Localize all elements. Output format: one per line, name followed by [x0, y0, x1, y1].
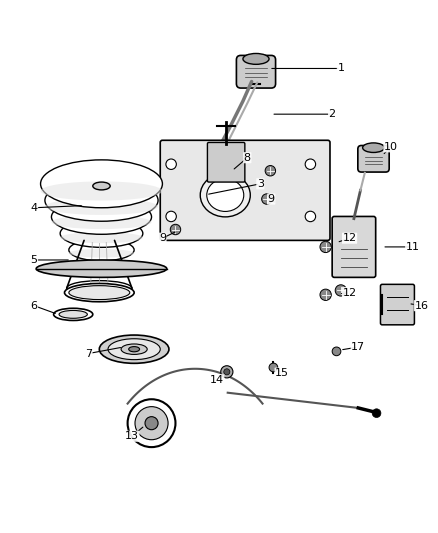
Ellipse shape: [129, 346, 140, 352]
Ellipse shape: [67, 281, 132, 296]
Circle shape: [170, 224, 181, 235]
Circle shape: [305, 159, 316, 169]
Circle shape: [320, 289, 331, 301]
Text: 7: 7: [85, 349, 92, 359]
Text: 13: 13: [125, 431, 139, 441]
Text: 12: 12: [343, 233, 357, 243]
Ellipse shape: [36, 260, 167, 277]
Ellipse shape: [363, 143, 385, 152]
Ellipse shape: [45, 198, 158, 215]
Circle shape: [221, 366, 233, 378]
Ellipse shape: [59, 310, 87, 318]
Text: 9: 9: [268, 194, 275, 204]
Ellipse shape: [243, 53, 269, 64]
Text: 6: 6: [31, 301, 38, 311]
Ellipse shape: [69, 249, 134, 257]
FancyBboxPatch shape: [381, 284, 414, 325]
Text: 14: 14: [210, 375, 224, 385]
Circle shape: [145, 417, 158, 430]
Circle shape: [332, 347, 341, 356]
FancyBboxPatch shape: [332, 216, 376, 277]
Text: 15: 15: [275, 368, 289, 378]
Circle shape: [372, 409, 381, 417]
Ellipse shape: [121, 344, 147, 354]
FancyBboxPatch shape: [237, 55, 276, 88]
Text: 10: 10: [384, 142, 398, 152]
FancyBboxPatch shape: [185, 209, 205, 222]
Ellipse shape: [108, 339, 160, 360]
Ellipse shape: [69, 239, 134, 261]
Text: 4: 4: [31, 203, 38, 213]
Ellipse shape: [53, 308, 93, 320]
Circle shape: [320, 241, 331, 253]
Circle shape: [166, 211, 177, 222]
Ellipse shape: [64, 284, 134, 302]
Text: 17: 17: [351, 342, 365, 352]
Text: 12: 12: [343, 288, 357, 297]
FancyBboxPatch shape: [208, 142, 245, 182]
Circle shape: [224, 369, 230, 375]
Ellipse shape: [41, 181, 162, 200]
Text: 9: 9: [159, 233, 166, 243]
Circle shape: [127, 399, 176, 447]
Circle shape: [261, 194, 272, 204]
Circle shape: [269, 363, 278, 372]
Ellipse shape: [200, 173, 250, 217]
Text: 16: 16: [414, 301, 428, 311]
Ellipse shape: [83, 233, 116, 246]
Text: 11: 11: [406, 242, 420, 252]
Circle shape: [135, 407, 168, 440]
Circle shape: [265, 166, 276, 176]
Text: 1: 1: [337, 63, 344, 74]
FancyBboxPatch shape: [160, 140, 330, 240]
Ellipse shape: [207, 179, 244, 212]
Ellipse shape: [51, 215, 152, 229]
FancyBboxPatch shape: [358, 146, 389, 172]
Text: 2: 2: [328, 109, 336, 119]
Circle shape: [305, 211, 316, 222]
Ellipse shape: [99, 335, 169, 364]
Circle shape: [166, 159, 177, 169]
Ellipse shape: [41, 160, 162, 208]
Circle shape: [335, 285, 346, 296]
Ellipse shape: [51, 199, 152, 235]
Text: 8: 8: [244, 152, 251, 163]
Ellipse shape: [60, 220, 143, 247]
Ellipse shape: [45, 180, 158, 221]
Text: 3: 3: [257, 179, 264, 189]
Text: 5: 5: [31, 255, 38, 265]
Ellipse shape: [93, 182, 110, 190]
Ellipse shape: [69, 286, 130, 300]
Ellipse shape: [60, 232, 143, 243]
